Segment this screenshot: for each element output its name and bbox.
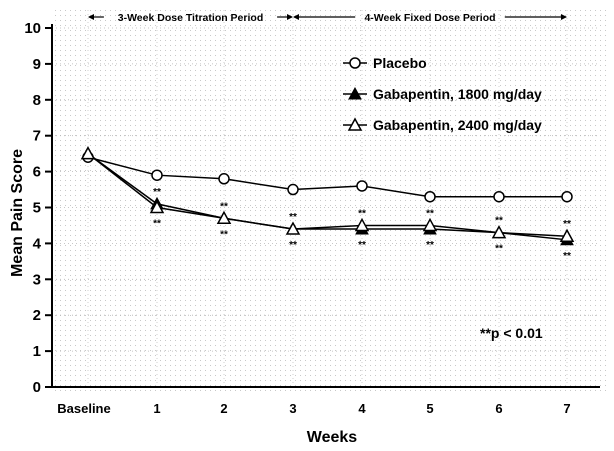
legend-marker xyxy=(348,86,362,100)
data-point-series-2 xyxy=(559,228,575,242)
x-tick-label: 5 xyxy=(426,401,433,416)
y-tick-label: 10 xyxy=(24,20,41,37)
significance-above: ** xyxy=(220,201,228,212)
x-tick-label: 3 xyxy=(289,401,296,416)
x-tick-label: 2 xyxy=(220,401,227,416)
y-tick-label: 5 xyxy=(33,200,41,217)
data-point-series-2 xyxy=(422,217,438,232)
x-tick-label: Baseline xyxy=(57,401,110,416)
data-point-series-0 xyxy=(493,190,505,203)
legend-marker xyxy=(349,57,361,69)
significance-below: ** xyxy=(495,244,503,255)
significance-above: ** xyxy=(358,208,366,219)
data-point-series-0 xyxy=(356,180,368,192)
significance-below: ** xyxy=(563,251,571,262)
legend-label: Placebo xyxy=(373,55,427,71)
significance-below: ** xyxy=(289,240,297,251)
y-tick-label: 9 xyxy=(33,56,41,73)
legend-label: Gabapentin, 1800 mg/day xyxy=(373,86,542,102)
significance-above: ** xyxy=(426,208,434,219)
period-arrowhead xyxy=(561,14,567,20)
legend-item: Placebo xyxy=(343,55,427,71)
data-point-series-0 xyxy=(218,173,230,185)
significance-note: **p < 0.01 xyxy=(480,325,543,341)
data-point-series-0 xyxy=(561,190,573,203)
significance-below: ** xyxy=(220,229,228,240)
legend-item: Gabapentin, 2400 mg/day xyxy=(343,117,542,133)
data-point-series-2 xyxy=(491,225,507,239)
y-tick-label: 8 xyxy=(33,92,41,109)
data-point-series-0 xyxy=(151,169,163,181)
significance-above: ** xyxy=(153,187,161,198)
series-line-0 xyxy=(87,156,567,198)
period-arrowhead xyxy=(293,14,299,20)
y-tick-label: 7 xyxy=(33,128,41,145)
y-tick-label: 2 xyxy=(33,307,41,324)
period-arrow: 3-Week Dose Titration Period xyxy=(88,12,293,24)
plot-background xyxy=(52,10,606,395)
y-axis-title: Mean Pain Score xyxy=(9,149,26,277)
significance-below: ** xyxy=(426,240,434,251)
y-tick-label: 6 xyxy=(33,164,41,181)
x-tick-label: 6 xyxy=(495,401,502,416)
y-tick-label: 0 xyxy=(33,379,41,396)
x-tick-label: 7 xyxy=(563,401,570,416)
legend: Placebo Gabapentin, 1800 mg/day Gabapentin… xyxy=(343,55,542,133)
data-point-series-2 xyxy=(216,210,232,225)
data-point-series-2 xyxy=(285,221,301,235)
y-tick-label: 3 xyxy=(33,271,41,288)
data-point-series-0 xyxy=(287,183,299,196)
period-arrow: 4-Week Fixed Dose Period xyxy=(293,12,567,24)
x-axis-title: Weeks xyxy=(307,429,358,446)
data-point-series-2 xyxy=(80,146,96,160)
data-point-series-0 xyxy=(424,190,436,203)
legend-marker xyxy=(347,117,363,131)
series xyxy=(80,146,575,246)
period-annotations: 3-Week Dose Titration Period 4-Week Fixed… xyxy=(88,12,567,24)
period-label: 3-Week Dose Titration Period xyxy=(118,12,263,24)
data-point-series-2 xyxy=(354,217,370,232)
y-tick-label: 1 xyxy=(33,343,41,360)
period-arrowhead xyxy=(287,14,293,20)
x-tick-label: 1 xyxy=(153,401,160,416)
significance-markers: ** ** ** ** ** ** ** ** ** ** ** ** ** ** xyxy=(153,187,571,262)
significance-below: ** xyxy=(153,219,161,230)
axes: 0 1 2 3 4 5 6 7 8 9 10 Baseline 1 2 3 4 5 6 7 xyxy=(24,20,600,416)
series-line-2 xyxy=(87,153,568,237)
significance-above: ** xyxy=(495,216,503,227)
significance-above: ** xyxy=(563,219,571,230)
period-label: 4-Week Fixed Dose Period xyxy=(364,12,495,24)
legend-label: Gabapentin, 2400 mg/day xyxy=(373,117,542,133)
period-arrowhead xyxy=(88,14,94,20)
significance-below: ** xyxy=(358,240,366,251)
data-point-series-2 xyxy=(149,199,165,214)
significance-above: ** xyxy=(289,212,297,223)
y-tick-label: 4 xyxy=(33,235,42,252)
x-tick-label: 4 xyxy=(358,401,366,416)
legend-item: Gabapentin, 1800 mg/day xyxy=(343,86,542,102)
